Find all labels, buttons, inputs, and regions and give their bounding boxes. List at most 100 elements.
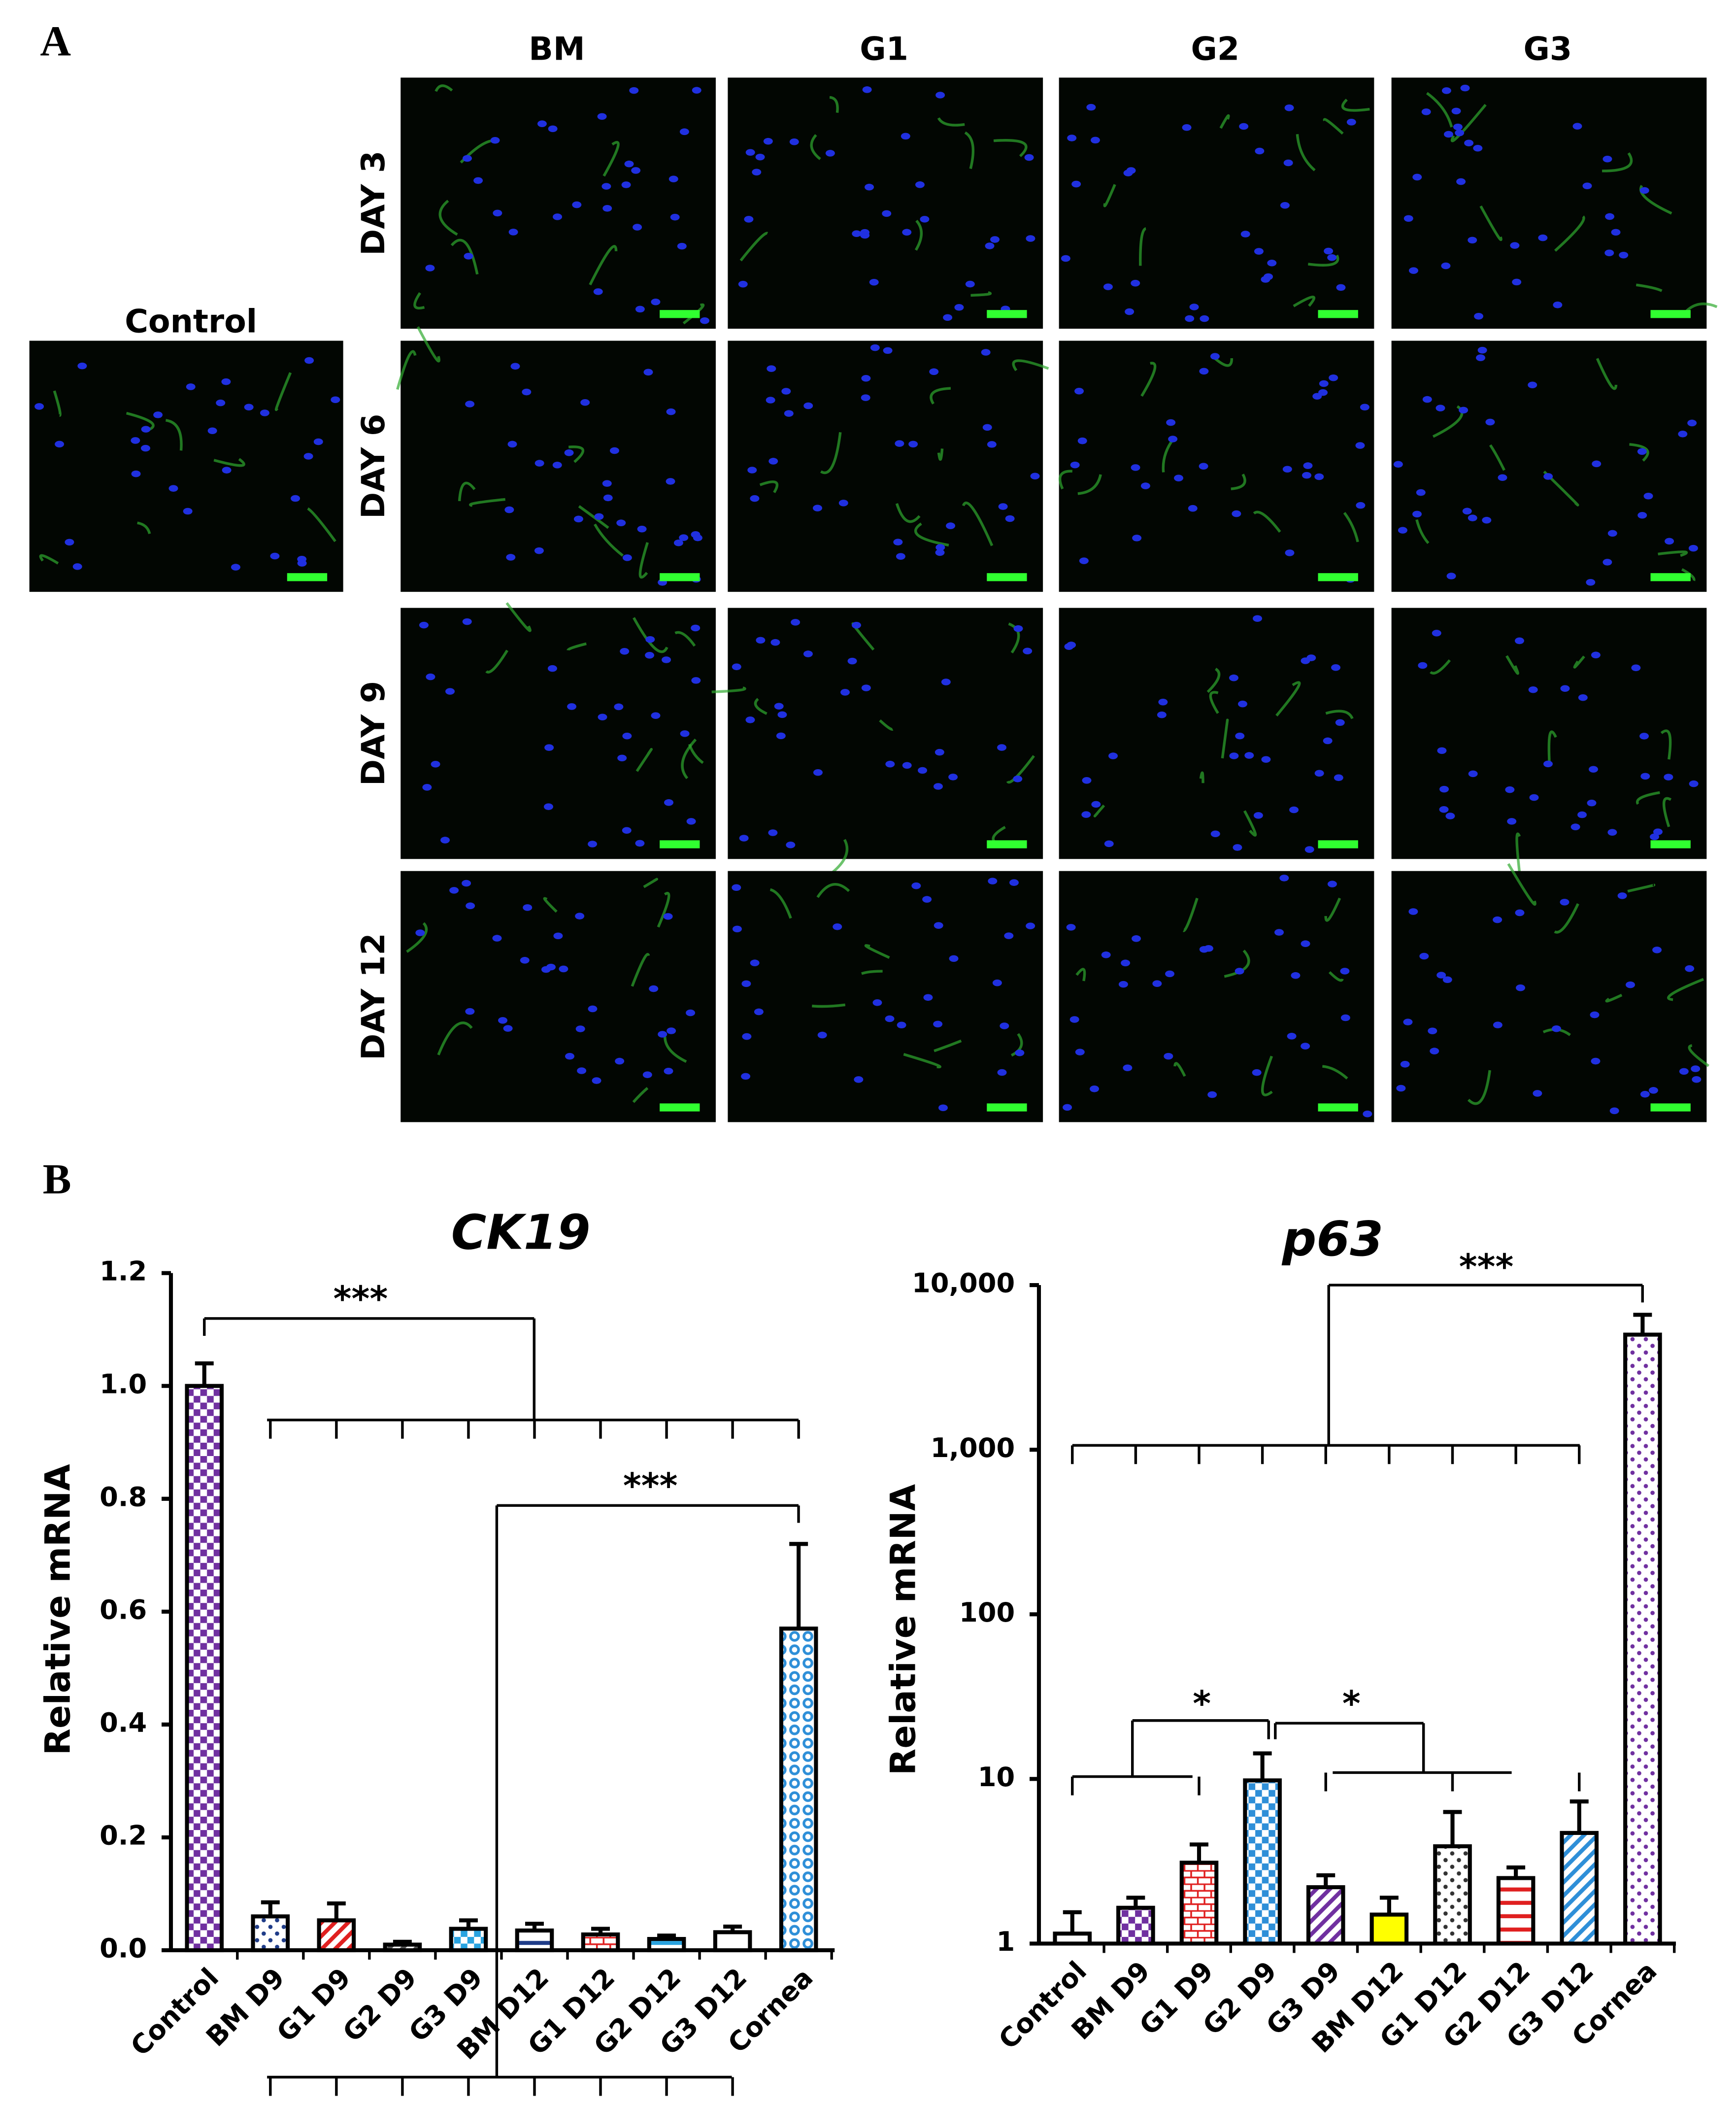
nucleus — [1314, 473, 1324, 480]
nucleus — [929, 368, 939, 375]
nucleus — [1639, 733, 1649, 740]
nucleus — [918, 767, 928, 774]
cell-fiber — [754, 698, 768, 715]
nucleus — [885, 760, 895, 768]
bar — [713, 1930, 752, 1953]
column-label: G2 — [1191, 31, 1239, 68]
nucleus — [1182, 124, 1192, 131]
nucleus — [885, 1015, 895, 1022]
cell-fiber — [1296, 134, 1316, 171]
bar — [1560, 1831, 1599, 1946]
nucleus — [1626, 981, 1635, 988]
nucleus — [1229, 752, 1239, 759]
x-tick-label: G2 D9 — [337, 1962, 423, 2048]
nucleus — [1103, 283, 1113, 290]
nucleus — [1653, 828, 1663, 835]
nucleus — [985, 242, 995, 249]
nucleus — [1319, 380, 1329, 387]
nucleus — [667, 1027, 676, 1034]
nucleus — [1445, 813, 1455, 819]
nucleus — [997, 1069, 1007, 1076]
nucleus — [507, 441, 517, 448]
x-tick-label: Control — [993, 1955, 1093, 2055]
nucleus — [1485, 418, 1495, 426]
cell-fiber — [638, 542, 649, 579]
x-tick-label: G1 D9 — [271, 1962, 357, 2048]
cell-fiber — [1515, 832, 1521, 874]
nucleus — [770, 639, 780, 646]
nucleus — [153, 411, 163, 418]
nucleus — [425, 265, 435, 271]
nucleus — [1318, 389, 1328, 396]
nucleus — [72, 563, 82, 570]
nucleus — [766, 397, 775, 404]
nucleus — [781, 388, 791, 395]
nucleus — [1589, 766, 1598, 773]
nucleus — [1421, 108, 1431, 115]
cell-fiber — [1658, 550, 1688, 557]
nucleus — [1412, 173, 1422, 181]
cell-fiber — [1660, 729, 1672, 760]
nucleus — [789, 138, 799, 145]
nucleus — [1639, 187, 1649, 194]
cell-fiber — [137, 521, 151, 534]
nucleus — [1188, 505, 1198, 512]
nucleus — [1543, 760, 1553, 768]
cell-fiber — [39, 554, 59, 565]
nucleus — [1185, 315, 1195, 322]
nucleus — [573, 515, 583, 523]
cell-fiber — [1681, 568, 1696, 581]
cell-fiber — [1596, 358, 1618, 390]
nucleus — [1229, 674, 1238, 681]
nucleus — [1252, 1069, 1262, 1076]
nucleus — [686, 1009, 696, 1017]
nucleus — [1158, 699, 1168, 706]
nucleus — [691, 624, 701, 632]
nucleus — [1514, 637, 1524, 645]
cell-fiber — [1554, 903, 1579, 934]
nucleus — [774, 703, 784, 710]
cell-fiber — [1505, 655, 1519, 675]
cell-fiber — [1183, 897, 1199, 932]
nucleus — [1152, 980, 1162, 987]
nucleus — [1340, 1014, 1350, 1021]
nucleus — [1688, 544, 1698, 552]
nucleus — [941, 679, 951, 685]
nucleus — [763, 137, 773, 145]
nucleus — [1591, 1057, 1601, 1065]
cell-fiber — [1636, 791, 1660, 805]
micrograph — [29, 340, 343, 592]
nucleus — [572, 201, 582, 208]
y-tick-label: 100 — [959, 1597, 1015, 1628]
nucleus — [1498, 474, 1507, 481]
cell-fiber — [1489, 444, 1506, 471]
cell-fiber — [1139, 227, 1147, 266]
cell-fiber — [1341, 99, 1370, 112]
cell-fiber — [1075, 968, 1086, 982]
nucleus — [768, 458, 778, 465]
cell-fiber — [1221, 718, 1229, 759]
nucleus — [852, 230, 862, 237]
nucleus — [1063, 1104, 1072, 1111]
nucleus — [55, 441, 65, 448]
nucleus — [588, 841, 598, 848]
nucleus — [1075, 1049, 1085, 1055]
nucleus — [768, 829, 778, 836]
nucleus — [1529, 794, 1539, 801]
nucleus — [965, 280, 975, 288]
nucleus — [419, 621, 429, 629]
nucleus — [1474, 313, 1484, 320]
bar — [1496, 1876, 1536, 1946]
nucleus — [601, 183, 611, 190]
nucleus — [1131, 464, 1140, 471]
nucleus — [908, 441, 918, 448]
cell-fiber — [1573, 655, 1585, 669]
nucleus — [1123, 1064, 1133, 1071]
nucleus — [1082, 777, 1092, 784]
nucleus — [1131, 279, 1140, 287]
nucleus — [1253, 615, 1263, 622]
cell-fiber — [594, 523, 624, 557]
nucleus — [1166, 419, 1176, 426]
nucleus — [1422, 396, 1432, 403]
nucleus — [1314, 770, 1324, 777]
